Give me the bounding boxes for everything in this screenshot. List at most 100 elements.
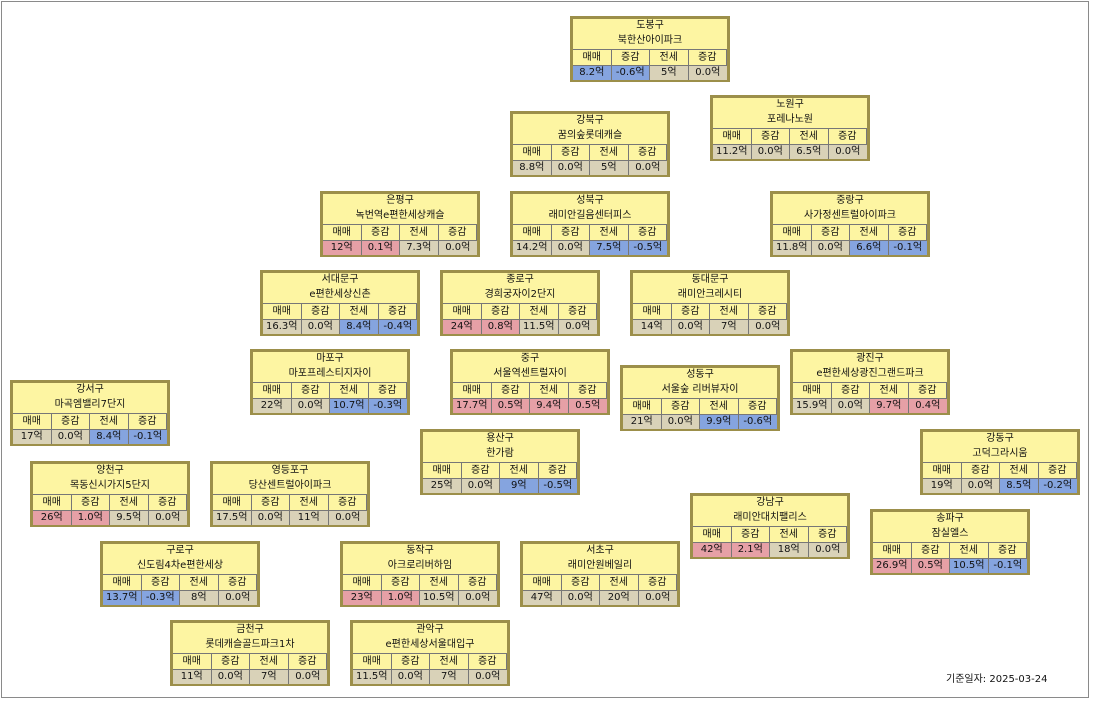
apartment-name: 아크로리버하임 [387, 560, 453, 571]
district-name: 양천구 [96, 465, 124, 476]
header-sale-change: 증감 [71, 495, 110, 511]
header-jeonse-change: 증감 [628, 225, 667, 241]
district-name: 강서구 [76, 384, 104, 395]
header-jeonse-change: 증감 [128, 414, 167, 430]
header-sale: 매매 [773, 225, 812, 241]
header-jeonse-change: 증감 [988, 543, 1027, 559]
district-card: 구로구 신도림4차e편한세상 매매 증감 전세 증감 13.7억 -0.3억 8억 0.0억 [100, 541, 260, 607]
header-sale: 매매 [13, 414, 52, 430]
apartment-name: 래미안대치팰리스 [733, 512, 807, 523]
apartment-name: 녹번역e편한세상캐슬 [355, 210, 445, 221]
price-table: 매매 증감 전세 증감 26.9억 0.5억 10.5억 -0.1억 [873, 542, 1027, 573]
district-card: 중랑구 사가정센트럴아이파크 매매 증감 전세 증감 11.8억 0.0억 6.6억 -0.1억 [770, 191, 930, 257]
district-name: 중구 [520, 353, 540, 364]
header-sale: 매매 [713, 129, 752, 145]
header-jeonse: 전세 [600, 575, 639, 591]
header-jeonse: 전세 [770, 527, 809, 543]
value-sale-change: 0.0억 [211, 670, 250, 684]
header-sale: 매매 [323, 225, 362, 241]
header-sale-change: 증감 [551, 145, 590, 161]
apartment-name: e편한세상광진그랜드파크 [816, 368, 924, 379]
value-jeonse: 8.4억 [90, 430, 129, 444]
header-jeonse-change: 증감 [458, 575, 497, 591]
district-card: 중구 서울역센트럴자이 매매 증감 전세 증감 17.7억 0.5억 9.4억 0.5억 [450, 349, 610, 415]
header-jeonse-change: 증감 [748, 304, 787, 320]
district-card: 도봉구 북한산아이파크 매매 증감 전세 증감 8.2억 -0.6억 5억 0.0억 [570, 16, 730, 82]
header-jeonse: 전세 [340, 304, 379, 320]
value-sale-change: 0.0억 [551, 241, 590, 255]
value-sale-change: 0.0억 [751, 145, 790, 159]
header-jeonse: 전세 [520, 304, 559, 320]
price-table: 매매 증감 전세 증감 15.9억 0.0억 9.7억 0.4억 [793, 382, 947, 413]
value-jeonse: 7.5억 [590, 241, 629, 255]
header-jeonse: 전세 [250, 654, 289, 670]
value-jeonse: 9.9억 [700, 415, 739, 429]
value-sale: 12억 [323, 241, 362, 255]
district-card: 관악구 e편한세상서울대입구 매매 증감 전세 증감 11.5억 0.0억 7억 0.0억 [350, 620, 510, 686]
header-jeonse-change: 증감 [558, 304, 597, 320]
header-sale-change: 증감 [381, 575, 420, 591]
price-table: 매매 증감 전세 증감 12억 0.1억 7.3억 0.0억 [323, 224, 477, 255]
header-sale: 매매 [873, 543, 912, 559]
district-name: 중랑구 [836, 195, 864, 206]
value-sale-change: -0.3억 [141, 591, 180, 605]
value-sale-change: -0.6억 [611, 66, 650, 80]
header-jeonse: 전세 [650, 50, 689, 66]
value-jeonse-change: -0.4억 [378, 320, 417, 334]
header-jeonse-change: 증감 [218, 575, 257, 591]
header-sale: 매매 [693, 527, 732, 543]
price-table: 매매 증감 전세 증감 17.7억 0.5억 9.4억 0.5억 [453, 382, 607, 413]
value-jeonse: 11억 [290, 511, 329, 525]
value-sale: 42억 [693, 543, 732, 557]
value-jeonse-change: -0.6억 [738, 415, 777, 429]
district-name: 영등포구 [271, 465, 309, 476]
value-jeonse-change: 0.0억 [808, 543, 847, 557]
value-sale: 14억 [633, 320, 672, 334]
header-jeonse-change: 증감 [368, 383, 407, 399]
value-sale: 16.3억 [263, 320, 302, 334]
district-card: 서대문구 e편한세상신촌 매매 증감 전세 증감 16.3억 0.0억 8.4억 -0.4억 [260, 270, 420, 336]
district-name: 은평구 [386, 195, 414, 206]
district-card: 송파구 잠실엘스 매매 증감 전세 증감 26.9억 0.5억 10.5억 -0.1억 [870, 509, 1030, 575]
value-jeonse-change: -0.5억 [538, 479, 577, 493]
apartment-name: e편한세상서울대입구 [385, 639, 475, 650]
price-table: 매매 증감 전세 증감 16.3억 0.0억 8.4억 -0.4억 [263, 303, 417, 334]
value-jeonse: 9억 [500, 479, 539, 493]
header-jeonse: 전세 [870, 383, 909, 399]
value-jeonse: 6.5억 [790, 145, 829, 159]
price-table: 매매 증감 전세 증감 14.2억 0.0억 7.5억 -0.5억 [513, 224, 667, 255]
value-sale-change: 0.1억 [361, 241, 400, 255]
header-sale: 매매 [793, 383, 832, 399]
value-sale: 21억 [623, 415, 662, 429]
header-sale-change: 증감 [461, 463, 500, 479]
header-sale: 매매 [253, 383, 292, 399]
value-jeonse-change: 0.0억 [288, 670, 327, 684]
district-name: 도봉구 [636, 20, 664, 31]
header-sale-change: 증감 [51, 414, 90, 430]
price-table: 매매 증감 전세 증감 24억 0.8억 11.5억 0.0억 [443, 303, 597, 334]
district-name: 용산구 [486, 433, 514, 444]
value-sale-change: 0.0억 [291, 399, 330, 413]
value-jeonse: 8.4억 [340, 320, 379, 334]
value-sale: 17.7억 [453, 399, 492, 413]
value-sale-change: 0.0억 [811, 241, 850, 255]
price-table: 매매 증감 전세 증감 19억 0.0억 8.5억 -0.2억 [923, 462, 1077, 493]
price-table: 매매 증감 전세 증감 17.5억 0.0억 11억 0.0억 [213, 494, 367, 525]
header-jeonse-change: 증감 [288, 654, 327, 670]
value-sale: 11억 [173, 670, 212, 684]
value-jeonse-change: 0.0억 [438, 241, 477, 255]
apartment-name: 롯데캐슬골드파크1차 [205, 639, 295, 650]
header-sale: 매매 [423, 463, 462, 479]
header-sale-change: 증감 [911, 543, 950, 559]
district-name: 동대문구 [691, 274, 729, 285]
value-jeonse-change: 0.0억 [218, 591, 257, 605]
value-jeonse: 10.5억 [420, 591, 459, 605]
value-jeonse-change: -0.1억 [988, 559, 1027, 573]
value-jeonse-change: 0.4억 [908, 399, 947, 413]
value-sale-change: 0.0억 [561, 591, 600, 605]
header-sale-change: 증감 [391, 654, 430, 670]
district-card: 강동구 고덕그라시움 매매 증감 전세 증감 19억 0.0억 8.5억 -0.2억 [920, 429, 1080, 495]
header-jeonse: 전세 [500, 463, 539, 479]
header-sale-change: 증감 [481, 304, 520, 320]
value-jeonse-change: -0.2억 [1038, 479, 1077, 493]
